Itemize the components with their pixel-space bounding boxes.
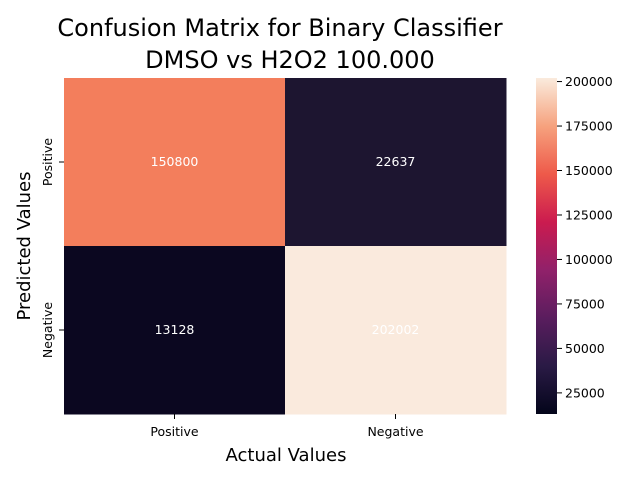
heatmap-cell	[285, 78, 507, 247]
cell-value-label: 150800	[151, 154, 199, 169]
heatmap-cell	[64, 246, 286, 415]
x-tick-label: Positive	[150, 424, 198, 439]
colorbar-tick-label: 100000	[565, 252, 613, 267]
colorbar	[536, 78, 557, 414]
colorbar-tick-label: 25000	[565, 385, 605, 400]
y-tick-label: Positive	[40, 138, 55, 186]
colorbar-tick-label: 50000	[565, 341, 605, 356]
cell-value-label: 202002	[372, 322, 420, 337]
colorbar-tick-label: 150000	[565, 163, 613, 178]
x-axis-label: Actual Values	[226, 445, 347, 466]
x-axis-ticks: Positive Negative	[150, 414, 424, 439]
y-axis-label: Predicted Values	[14, 171, 35, 320]
colorbar-tick-label: 175000	[565, 119, 613, 134]
colorbar-ticks: 25000 50000 75000 100000 125000 150000 175000 2…	[557, 74, 613, 400]
chart-subtitle: DMSO vs H2O2 100.000	[145, 46, 435, 74]
colorbar-tick-label: 200000	[565, 74, 613, 89]
cell-value-label: 13128	[155, 322, 195, 337]
heatmap-cell	[64, 78, 286, 247]
chart-title: Confusion Matrix for Binary Classifier	[57, 14, 502, 42]
colorbar-tick-label: 125000	[565, 207, 613, 222]
heatmap-cells: 150800 22637 13128 202002	[64, 78, 507, 415]
colorbar-tick-label: 75000	[565, 296, 605, 311]
y-tick-label: Negative	[40, 302, 55, 358]
cell-value-label: 22637	[376, 154, 416, 169]
y-axis-ticks: Positive Negative	[40, 138, 64, 358]
x-tick-label: Negative	[367, 424, 423, 439]
heatmap-cell	[285, 246, 507, 415]
